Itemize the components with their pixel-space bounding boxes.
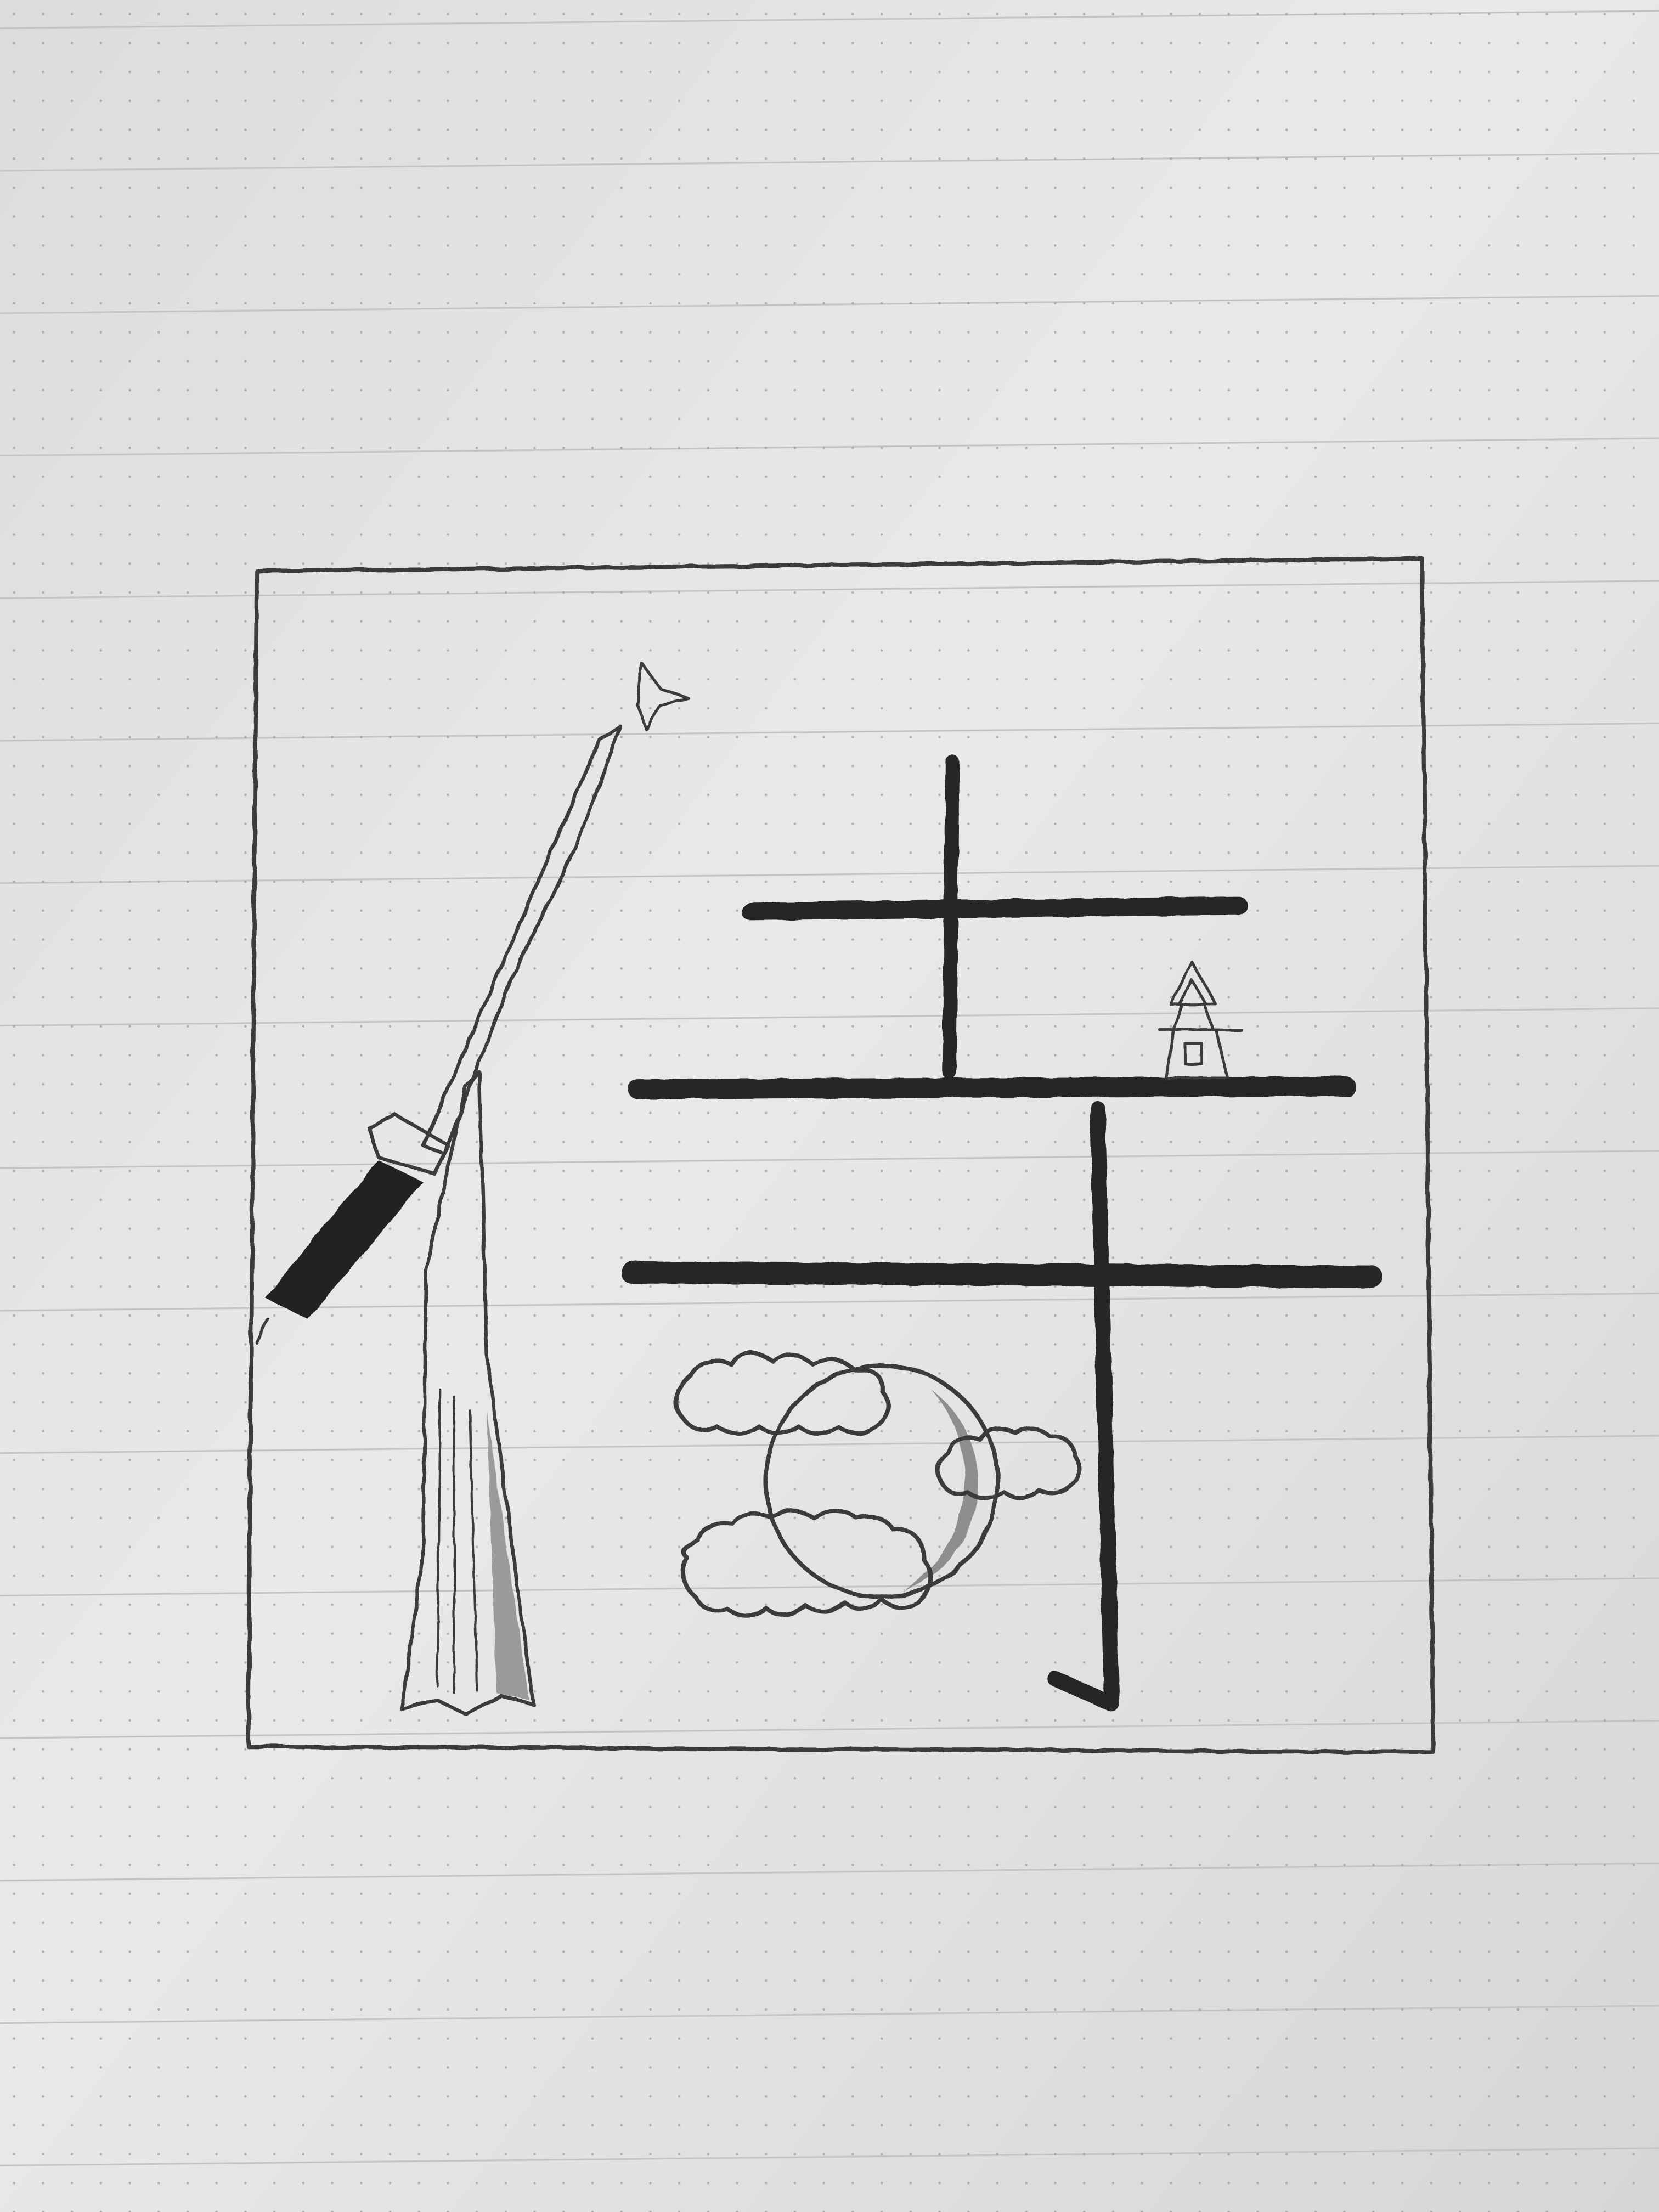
sword-tip-spark (636, 662, 690, 731)
stroke-hook (1047, 1101, 1120, 1712)
sword-handle (265, 1159, 424, 1319)
person-radical (400, 1070, 535, 1716)
stroke-horizontal-3 (620, 1261, 1383, 1288)
pagoda (1158, 961, 1243, 1080)
stroke-horizontal-1 (741, 896, 1248, 921)
trunk-shading (487, 1410, 529, 1700)
frame (246, 556, 1436, 1754)
drawing (246, 556, 1436, 1754)
cloud-bottom (681, 1509, 934, 1618)
cloud-top (674, 1351, 891, 1436)
sword-end (255, 1317, 270, 1345)
sword-guard (368, 1113, 450, 1176)
cloud-right (935, 1426, 1082, 1500)
trunk-lines (436, 1388, 478, 1694)
stroke-horizontal-2 (628, 1076, 1356, 1099)
moon (764, 1363, 1000, 1599)
